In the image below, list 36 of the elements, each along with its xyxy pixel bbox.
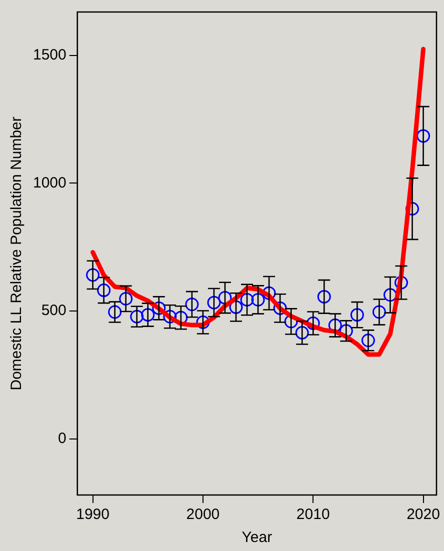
point [273, 301, 287, 315]
point [317, 290, 331, 304]
y-tick-label: 500 [41, 302, 66, 320]
x-axis-title: Year [242, 529, 272, 546]
x-tick-label: 2020 [406, 506, 440, 524]
point [361, 334, 375, 348]
point [86, 268, 100, 282]
point [97, 284, 111, 298]
y-tick-label: 1000 [32, 174, 66, 192]
point [262, 286, 276, 300]
point [163, 310, 177, 324]
point [350, 308, 364, 322]
point [152, 301, 166, 315]
x-tick-label: 2000 [186, 506, 220, 524]
point [185, 298, 199, 312]
point [251, 293, 265, 307]
point [229, 300, 243, 314]
point [295, 326, 309, 340]
point [130, 310, 144, 324]
point [141, 308, 155, 322]
point [416, 129, 430, 143]
point [119, 292, 133, 306]
point [207, 296, 221, 310]
point [196, 315, 210, 329]
point [372, 305, 386, 319]
point [240, 293, 254, 307]
point [406, 202, 420, 216]
x-tick-label: 2010 [296, 506, 330, 524]
y-tick-label: 0 [58, 430, 66, 447]
point [108, 305, 122, 319]
point [394, 276, 408, 290]
y-axis-title: Domestic LL Relative Population Number [8, 116, 26, 390]
point [306, 316, 320, 330]
x-tick-label: 1990 [76, 506, 110, 524]
point [383, 288, 397, 302]
y-tick-label: 1500 [32, 46, 66, 64]
